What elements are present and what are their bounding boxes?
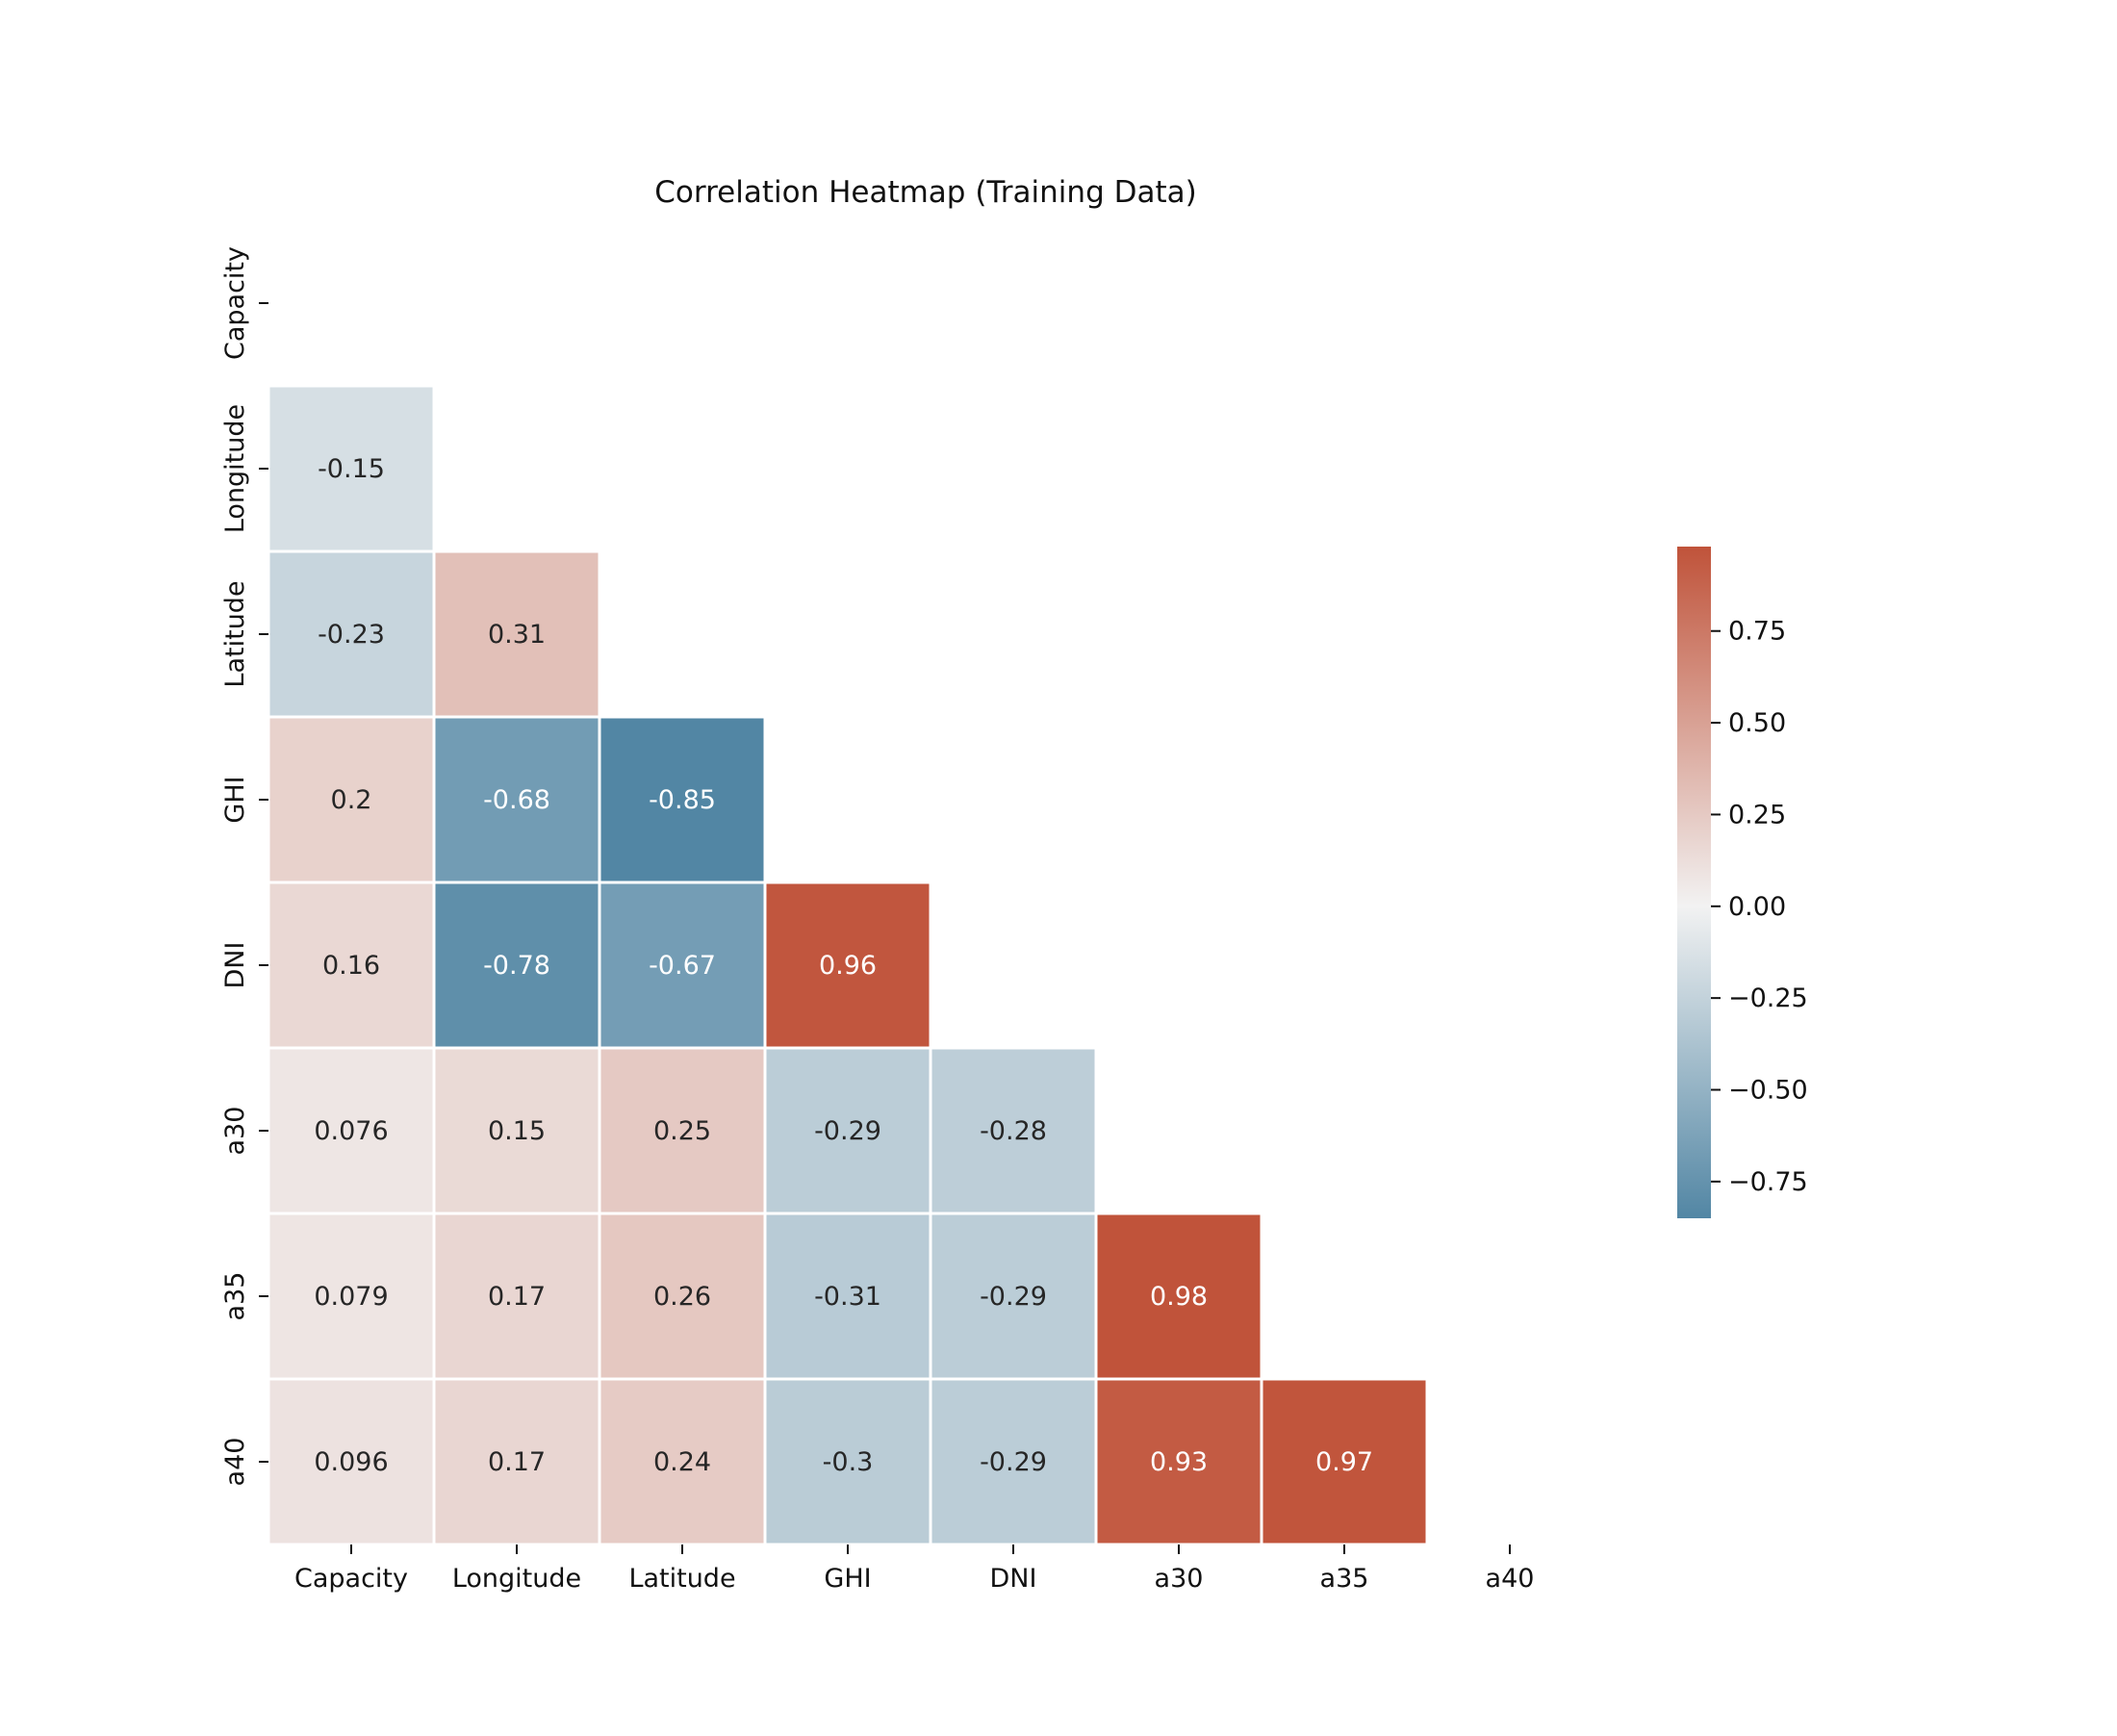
cell-value-label: 0.98 bbox=[1150, 1282, 1208, 1312]
x-axis: Capacity Longitude Latitude GHI DNI a30 a35 a40 bbox=[294, 1545, 1534, 1594]
heatmap-cell-a35-ghi bbox=[763, 1212, 932, 1381]
heatmap-cell-dni-longitude bbox=[432, 881, 601, 1050]
heatmap-cell-a40-longitude bbox=[432, 1377, 601, 1546]
colorbar-gradient bbox=[1677, 547, 1711, 1218]
heatmap-cell-a40-capacity bbox=[267, 1377, 436, 1546]
cell-value-label: 0.15 bbox=[488, 1116, 546, 1146]
y-tick-label-ghi: GHI bbox=[220, 776, 250, 823]
cell-value-label: 0.24 bbox=[653, 1447, 711, 1477]
colorbar-tick-label: −0.25 bbox=[1728, 983, 1808, 1013]
cell-value-label: -0.3 bbox=[823, 1447, 874, 1477]
heatmap-cell-a35-longitude bbox=[432, 1212, 601, 1381]
cell-value-label: -0.23 bbox=[318, 620, 385, 650]
x-tick-label-latitude: Latitude bbox=[628, 1564, 735, 1594]
heatmap-cells: -0.15 -0.23 0.31 0.2 -0.68 -0.85 0.16 -0.78 -0.6… bbox=[267, 384, 1429, 1546]
y-tick-label-dni: DNI bbox=[220, 942, 250, 989]
cell-value-label: 0.97 bbox=[1315, 1447, 1373, 1477]
y-tick-label-a30: a30 bbox=[220, 1107, 250, 1156]
cell-value-label: 0.2 bbox=[331, 785, 372, 815]
x-tick-label-ghi: GHI bbox=[824, 1564, 871, 1594]
x-tick-label-longitude: Longitude bbox=[452, 1564, 581, 1594]
cell-value-label: 0.25 bbox=[653, 1116, 711, 1146]
cell-value-label: -0.29 bbox=[814, 1116, 881, 1146]
heatmap-cell-a35-latitude bbox=[598, 1212, 767, 1381]
colorbar-tick-label: 0.75 bbox=[1728, 617, 1786, 647]
y-tick-label-a40: a40 bbox=[220, 1438, 250, 1487]
cell-value-label: -0.68 bbox=[483, 785, 550, 815]
heatmap-cell-a40-ghi bbox=[763, 1377, 932, 1546]
cell-value-label: -0.31 bbox=[814, 1282, 881, 1312]
heatmap-cell-latitude-capacity bbox=[267, 549, 436, 719]
cell-value-label: 0.93 bbox=[1150, 1447, 1208, 1477]
cell-value-label: 0.079 bbox=[314, 1282, 388, 1312]
cell-value-label: -0.29 bbox=[980, 1447, 1047, 1477]
cell-value-label: -0.78 bbox=[483, 951, 550, 981]
heatmap-cell-a30-longitude bbox=[432, 1046, 601, 1215]
x-tick-label-a30: a30 bbox=[1155, 1564, 1204, 1594]
colorbar-tick-label: −0.50 bbox=[1728, 1076, 1808, 1106]
cell-value-label: 0.096 bbox=[314, 1447, 388, 1477]
cell-value-label: 0.31 bbox=[488, 620, 546, 650]
heatmap-cell-a35-a30 bbox=[1094, 1212, 1263, 1381]
colorbar-tick-label: 0.00 bbox=[1728, 892, 1786, 922]
y-tick-label-capacity: Capacity bbox=[220, 246, 250, 360]
heatmap-cell-latitude-longitude bbox=[432, 549, 601, 719]
cell-value-label: 0.26 bbox=[653, 1282, 711, 1312]
x-tick-label-a35: a35 bbox=[1320, 1564, 1369, 1594]
heatmap-cell-a30-ghi bbox=[763, 1046, 932, 1215]
cell-value-label: -0.85 bbox=[649, 785, 716, 815]
heatmap-cell-longitude-capacity bbox=[267, 384, 436, 553]
colorbar-tick-label: 0.50 bbox=[1728, 708, 1786, 738]
y-tick-label-latitude: Latitude bbox=[220, 580, 250, 687]
cell-value-label: -0.15 bbox=[318, 454, 385, 484]
colorbar-tick-label: −0.75 bbox=[1728, 1167, 1808, 1197]
cell-value-label: -0.28 bbox=[980, 1116, 1047, 1146]
x-tick-label-dni: DNI bbox=[990, 1564, 1037, 1594]
heatmap-cell-ghi-latitude bbox=[598, 715, 767, 884]
x-tick-label-a40: a40 bbox=[1486, 1564, 1535, 1594]
chart-title: Correlation Heatmap (Training Data) bbox=[654, 175, 1196, 210]
heatmap-cell-dni-ghi bbox=[763, 881, 932, 1050]
x-tick-label-capacity: Capacity bbox=[294, 1564, 408, 1594]
heatmap-cell-a40-a30 bbox=[1094, 1377, 1263, 1546]
heatmap-cell-a35-dni bbox=[929, 1212, 1098, 1381]
colorbar-tick-label: 0.25 bbox=[1728, 800, 1786, 830]
cell-value-label: 0.17 bbox=[488, 1447, 546, 1477]
colorbar: 0.75 0.50 0.25 0.00 −0.25 −0.50 −0.75 bbox=[1677, 547, 1808, 1218]
cell-value-label: 0.17 bbox=[488, 1282, 546, 1312]
y-axis: Capacity Longitude Latitude GHI DNI a30 a35 a40 bbox=[220, 246, 268, 1486]
cell-value-label: 0.076 bbox=[314, 1116, 388, 1146]
cell-value-label: 0.16 bbox=[322, 951, 380, 981]
heatmap-cell-a40-a35 bbox=[1260, 1377, 1429, 1546]
cell-value-label: -0.29 bbox=[980, 1282, 1047, 1312]
y-tick-label-longitude: Longitude bbox=[220, 404, 250, 533]
cell-value-label: 0.96 bbox=[819, 951, 877, 981]
y-tick-label-a35: a35 bbox=[220, 1272, 250, 1321]
cell-value-label: -0.67 bbox=[649, 951, 716, 981]
